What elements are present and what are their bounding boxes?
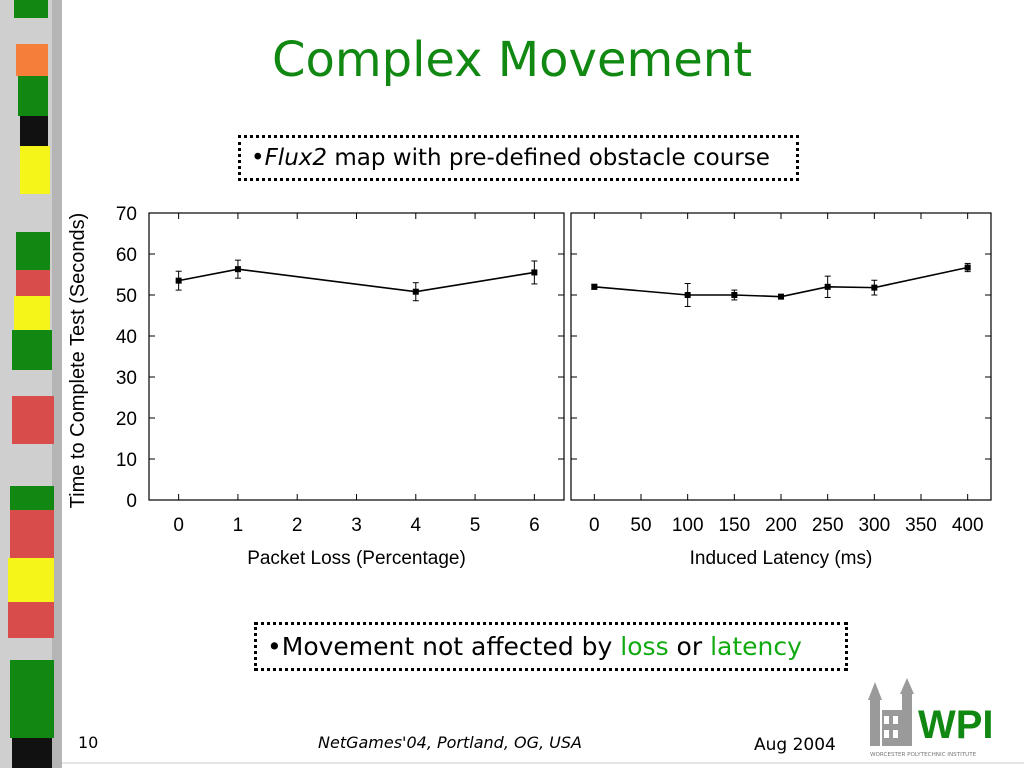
- building-icon: [868, 678, 914, 746]
- left-decorative-strip: [0, 0, 62, 768]
- series-line-0: [178, 268, 535, 293]
- x-axis-label: Induced Latency (ms): [690, 548, 873, 569]
- x-tick-label: 300: [858, 515, 890, 536]
- data-point: [412, 288, 419, 295]
- bullet-bottom-latency: latency: [710, 632, 802, 661]
- x-tick-label: 350: [905, 515, 937, 536]
- bullet-top-prefix: •: [251, 145, 265, 171]
- x-tick-label: 3: [351, 515, 362, 536]
- data-point: [824, 283, 831, 290]
- x-tick-label: 150: [718, 515, 750, 536]
- footer-divider: [62, 762, 1024, 764]
- x-tick-label: 1: [233, 515, 244, 536]
- bullet-top-box: •Flux2 map with pre-defined obstacle cou…: [238, 135, 799, 181]
- data-point: [234, 266, 241, 273]
- x-tick-label: 50: [630, 515, 651, 536]
- x-tick-label: 6: [529, 515, 540, 536]
- wpi-logo: WPI WORCESTER POLYTECHNIC INSTITUTE: [868, 678, 994, 758]
- bullet-bottom-loss: loss: [620, 632, 669, 661]
- plot-frame-1: [570, 212, 992, 501]
- y-tick-label: 0: [126, 491, 137, 512]
- logo-subtext: WORCESTER POLYTECHNIC INSTITUTE: [870, 752, 977, 758]
- x-tick-label: 4: [410, 515, 421, 536]
- bullet-bottom-or: or: [668, 632, 711, 661]
- data-point: [964, 264, 971, 271]
- charts-area: 0 10 20 30 40 50 60 70 0 1 2 3 4 5 6 Packet Loss (Perce…: [67, 204, 992, 569]
- series-line-1: [594, 266, 968, 298]
- bullet-bottom-prefix: •Movement not affected by: [267, 632, 621, 661]
- x-tick-label: 200: [765, 515, 797, 536]
- x-tick-label: 250: [812, 515, 844, 536]
- x-tick-label: 400: [952, 515, 984, 536]
- y-tick-label: 20: [116, 409, 137, 430]
- conference-footer: NetGames'04, Portland, OG, USA: [318, 733, 582, 752]
- x-tick-label: 0: [173, 515, 184, 536]
- y-axis-label: Time to Complete Test (Seconds): [67, 213, 89, 509]
- y-tick-label: 70: [116, 204, 137, 225]
- slide-title: Complex Movement: [271, 32, 753, 88]
- x-tick-label: 2: [292, 515, 303, 536]
- y-tick-label: 40: [116, 327, 137, 348]
- plot-frame-0: [148, 212, 565, 501]
- data-point: [871, 284, 878, 291]
- y-tick-label: 60: [116, 245, 137, 266]
- data-point: [731, 292, 738, 298]
- x-tick-label: 5: [470, 515, 481, 536]
- y-tick-label: 30: [116, 368, 137, 389]
- x-axis-label: Packet Loss (Percentage): [247, 548, 466, 569]
- x-tick-label: 0: [589, 515, 600, 536]
- bullet-bottom-box: •Movement not affected by loss or latenc…: [254, 622, 848, 671]
- y-tick-label: 10: [116, 450, 137, 471]
- y-tick-label: 50: [116, 286, 137, 307]
- data-point: [531, 269, 538, 276]
- bullet-top-italic: Flux2: [264, 145, 328, 171]
- data-point: [591, 283, 598, 290]
- data-point: [684, 292, 691, 298]
- data-point: [175, 277, 182, 284]
- logo-text-wpi: WPI: [918, 703, 994, 747]
- page-number: 10: [78, 733, 99, 752]
- date-footer: Aug 2004: [754, 735, 836, 755]
- bullet-top-rest: map with pre-defined obstacle course: [327, 145, 770, 171]
- x-tick-label: 100: [672, 515, 704, 536]
- data-point: [778, 293, 784, 300]
